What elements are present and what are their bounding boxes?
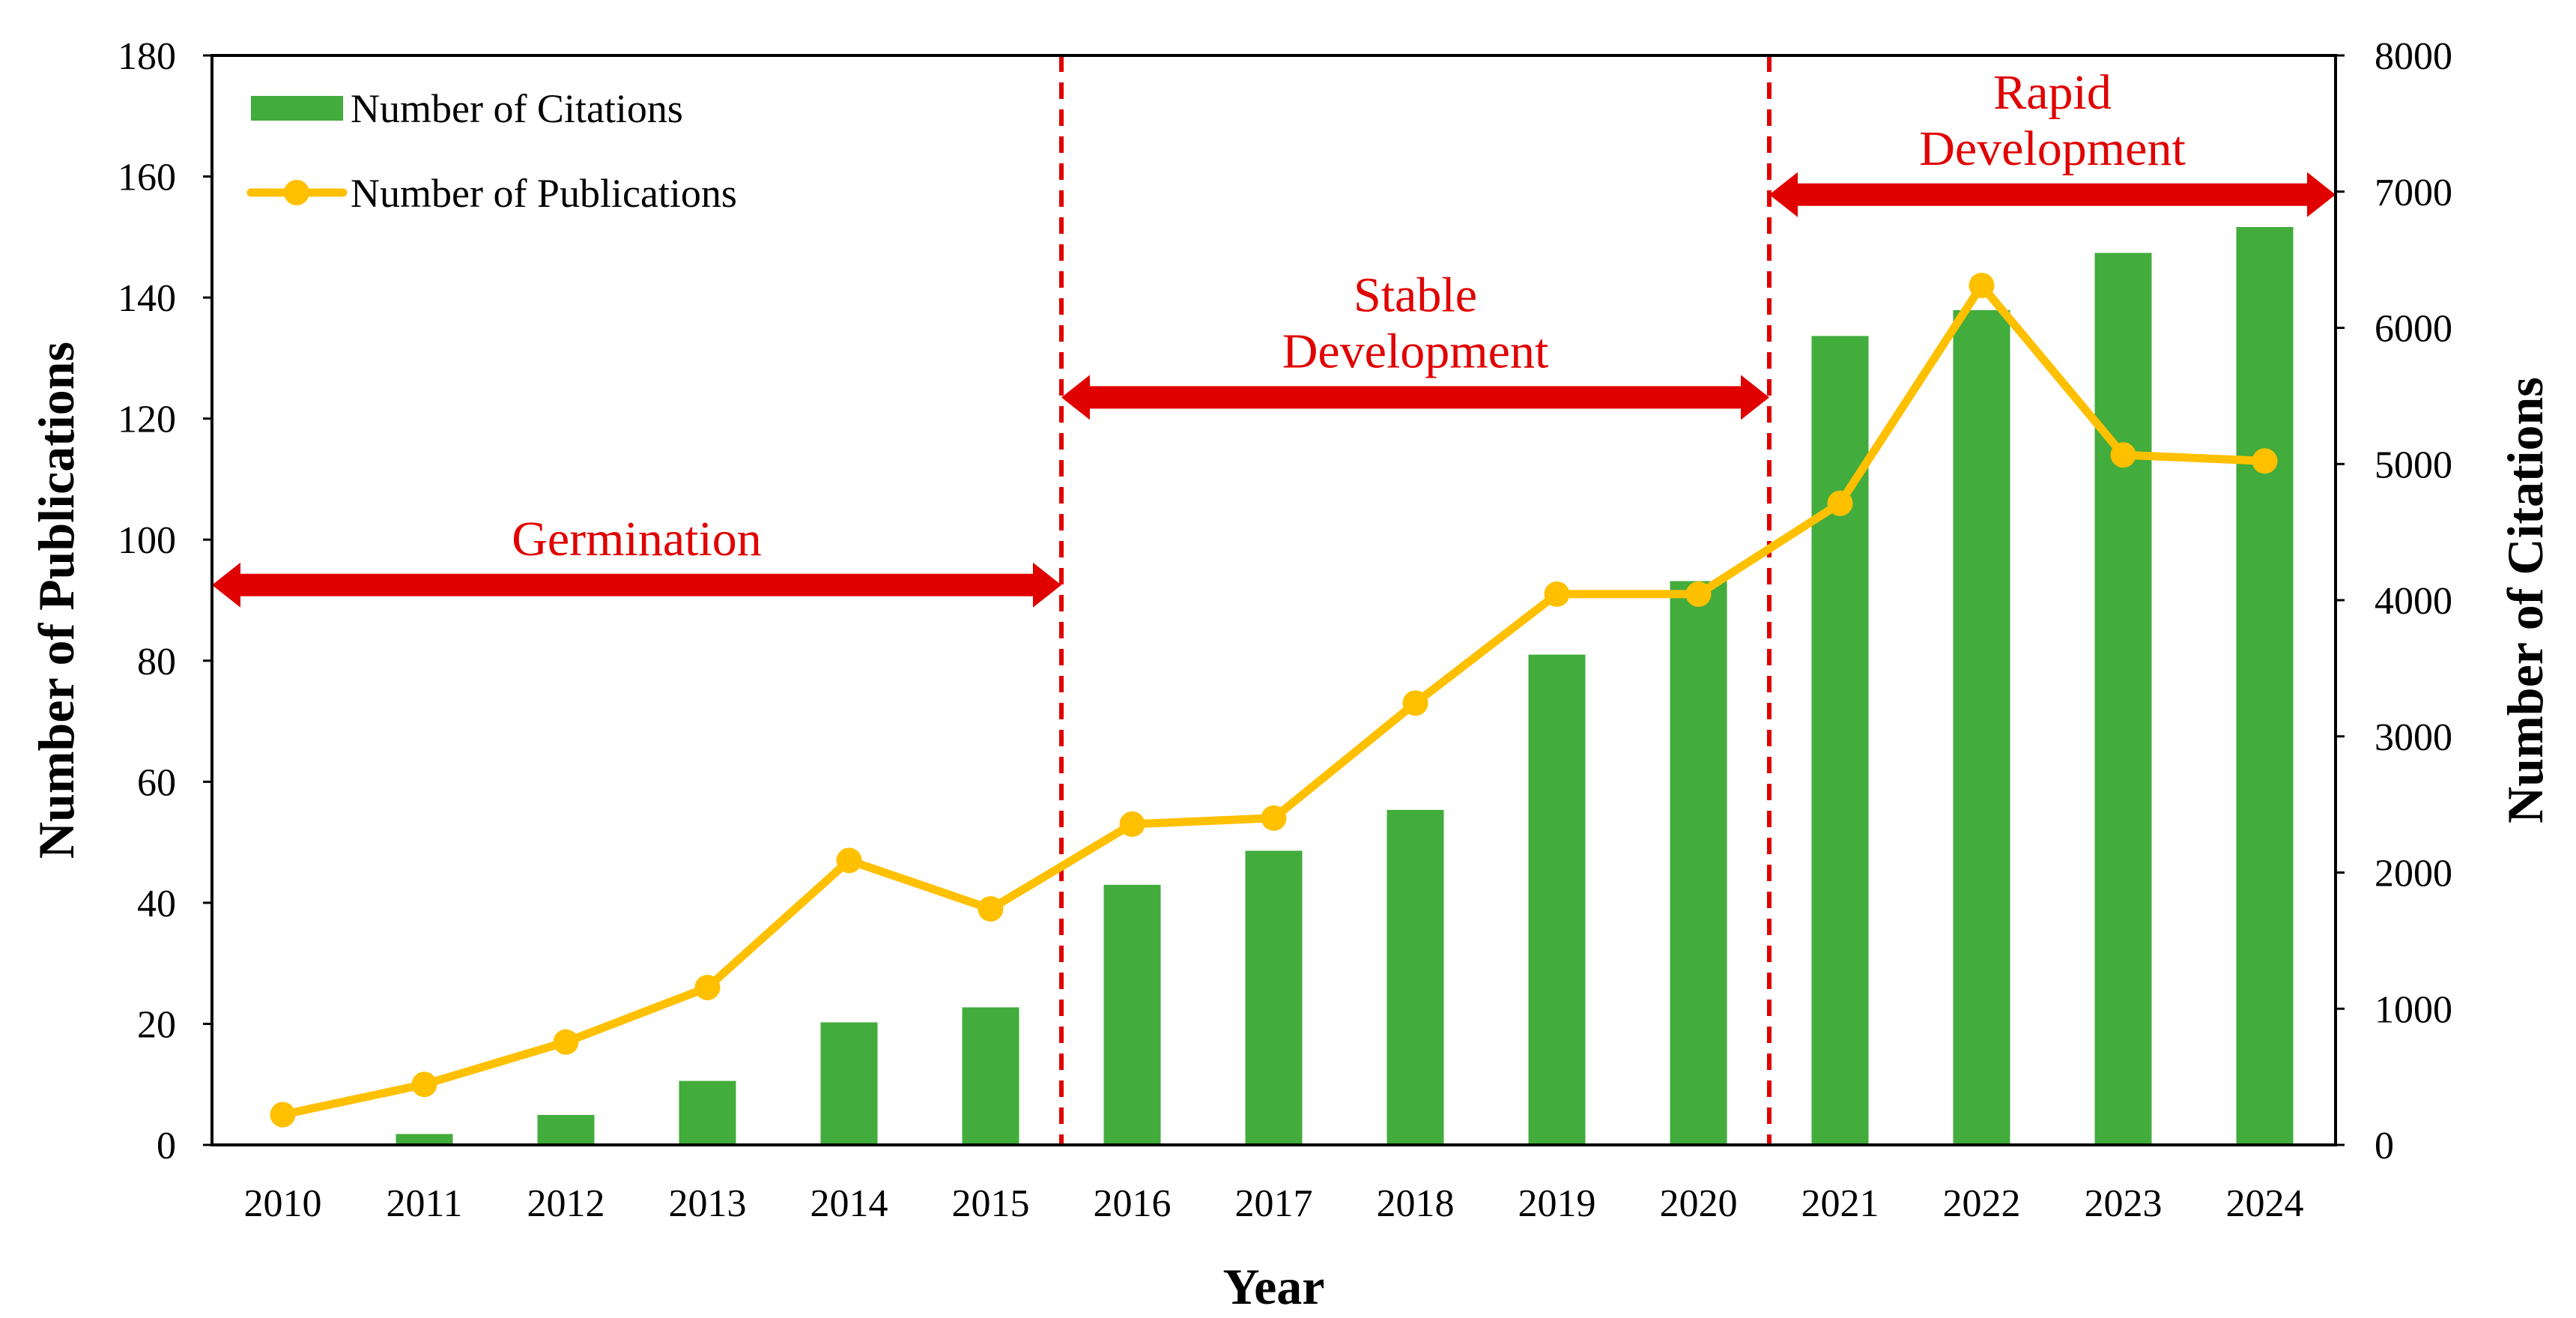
legend-citations-label: Number of Citations <box>351 86 683 131</box>
x-tick-label-2016: 2016 <box>1094 1182 1172 1225</box>
y-right-axis-title: Number of Citations <box>2497 377 2554 823</box>
right-tick-label: 5000 <box>2375 444 2452 486</box>
x-tick-label-2013: 2013 <box>669 1182 747 1225</box>
publication-point-2022 <box>1969 272 1995 298</box>
publication-point-2019 <box>1544 581 1570 607</box>
x-tick-label-2018: 2018 <box>1377 1182 1455 1225</box>
publication-point-2024 <box>2252 448 2278 474</box>
x-tick-label-2011: 2011 <box>386 1182 462 1225</box>
phase-label-3-line-1: Rapid <box>1993 65 2112 120</box>
x-tick-label-2022: 2022 <box>1943 1182 2021 1225</box>
left-tick-label: 160 <box>118 157 176 199</box>
citation-bar-2016 <box>1103 884 1161 1145</box>
left-tick-label: 0 <box>157 1125 176 1167</box>
phase-label-2-line-2: Development <box>1282 324 1549 378</box>
x-tick-label-2014: 2014 <box>810 1182 888 1225</box>
publication-point-2011 <box>411 1071 437 1098</box>
citation-bar-2017 <box>1245 850 1303 1145</box>
y-left-axis-title: Number of Publications <box>28 342 85 859</box>
left-tick-label: 120 <box>118 399 176 441</box>
left-tick-label: 40 <box>137 883 176 925</box>
phase-arrow-1 <box>212 562 1061 608</box>
x-tick-label-2021: 2021 <box>1801 1182 1879 1225</box>
citation-bar-2023 <box>2094 253 2152 1146</box>
x-tick-label-2019: 2019 <box>1518 1182 1596 1225</box>
x-tick-label-2017: 2017 <box>1235 1182 1313 1225</box>
citation-bar-2020 <box>1670 581 1727 1145</box>
phase-annotations: GerminationStableDevelopmentRapidDevelop… <box>212 65 2336 608</box>
left-axis: 0 20 40 60 80 100 120 140 160 180 <box>118 35 212 1167</box>
publication-point-2021 <box>1827 490 1853 516</box>
x-tick-label-2024: 2024 <box>2226 1182 2304 1225</box>
citation-bar-2019 <box>1528 654 1586 1145</box>
x-tick-label-2012: 2012 <box>527 1182 605 1225</box>
left-tick-label: 80 <box>137 641 176 683</box>
x-tick-label-2010: 2010 <box>244 1182 322 1225</box>
publication-point-2010 <box>270 1101 296 1128</box>
citation-bar-2021 <box>1811 336 1869 1145</box>
x-axis: 2010 2011 2012 2013 2014 2015 2016 2017 2018 2019… <box>244 1182 2304 1225</box>
citation-bar-2013 <box>679 1080 736 1145</box>
phase-arrow-2 <box>1061 375 1769 420</box>
left-tick-label: 60 <box>137 761 176 804</box>
publication-point-2017 <box>1261 805 1287 831</box>
publication-point-2016 <box>1119 811 1145 837</box>
left-tick-label: 100 <box>118 519 176 562</box>
citation-bar-2014 <box>820 1022 878 1145</box>
x-tick-label-2020: 2020 <box>1660 1182 1738 1225</box>
publication-point-2020 <box>1685 581 1712 607</box>
x-axis-title: Year <box>1223 1258 1325 1315</box>
left-tick-label: 180 <box>118 35 176 78</box>
left-tick-label: 20 <box>137 1003 176 1046</box>
right-tick-label: 8000 <box>2375 35 2452 78</box>
right-tick-label: 3000 <box>2375 716 2452 759</box>
citations-bars <box>396 227 2294 1146</box>
right-tick-label: 7000 <box>2375 172 2452 214</box>
x-tick-label-2023: 2023 <box>2085 1182 2163 1225</box>
right-axis: 0 1000 2000 3000 4000 5000 6000 7000 8000 <box>2336 35 2452 1167</box>
citation-bar-2018 <box>1387 809 1444 1145</box>
citation-bar-2011 <box>396 1134 453 1145</box>
legend-publications-marker <box>284 180 309 205</box>
publication-point-2014 <box>836 847 862 874</box>
publication-point-2013 <box>694 974 721 1000</box>
right-tick-label: 0 <box>2375 1125 2394 1167</box>
publications-line <box>270 272 2278 1128</box>
publication-point-2015 <box>978 895 1004 922</box>
phase-arrow-3 <box>1769 172 2336 217</box>
phase-label-2-line-1: Stable <box>1354 267 1477 322</box>
phase-dividers <box>1059 55 1772 1145</box>
legend: Number of Citations Number of Publicatio… <box>246 86 737 216</box>
publication-point-2012 <box>553 1029 579 1055</box>
left-tick-label: 140 <box>118 277 176 320</box>
legend-citations-swatch <box>251 96 343 121</box>
right-tick-label: 1000 <box>2375 988 2452 1031</box>
citation-bar-2024 <box>2236 227 2294 1145</box>
legend-publications-label: Number of Publications <box>351 171 737 216</box>
right-tick-label: 6000 <box>2375 308 2452 351</box>
citation-bar-2015 <box>962 1007 1019 1145</box>
publication-point-2018 <box>1402 690 1428 716</box>
x-tick-label-2015: 2015 <box>952 1182 1030 1225</box>
phase-label-1-line-1: Germination <box>512 512 762 566</box>
phase-label-3-line-2: Development <box>1919 121 2186 176</box>
publication-point-2023 <box>2110 442 2136 468</box>
citation-bar-2012 <box>537 1115 595 1145</box>
right-tick-label: 2000 <box>2375 853 2452 895</box>
right-tick-label: 4000 <box>2375 580 2452 623</box>
citation-bar-2022 <box>1953 309 2010 1145</box>
